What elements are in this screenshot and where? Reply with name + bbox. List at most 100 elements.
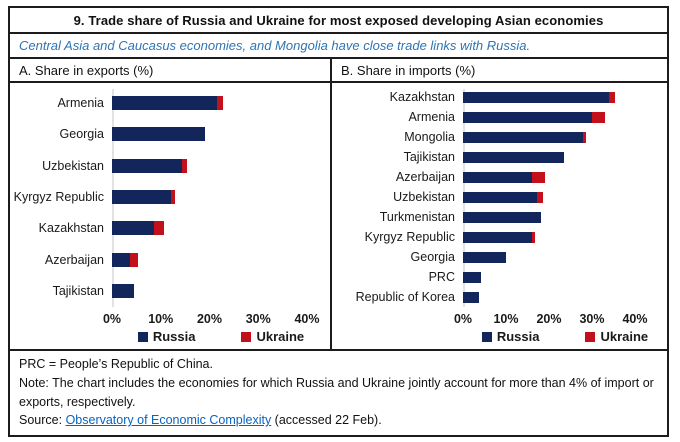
bar-segment-russia: [463, 231, 532, 243]
bar-track: [112, 252, 307, 267]
bar-segment-ukraine: [154, 221, 164, 236]
figure-subtitle: Central Asia and Caucasus economies, and…: [10, 34, 667, 59]
bar-segment-russia: [463, 111, 592, 123]
chart-row: PRC: [332, 270, 667, 284]
legend-swatch-ukraine: [241, 331, 252, 342]
axis-tick-label: 40%: [622, 312, 648, 326]
bar-segment-russia: [463, 191, 538, 203]
exports-chart-title: A. Share in exports (%): [10, 59, 330, 83]
bar-track: [463, 151, 635, 163]
imports-chart-title: B. Share in imports (%): [332, 59, 667, 83]
chart-row: Tajikistan: [332, 150, 667, 164]
exports-chart-panel: A. Share in exports (%) Armenia Georgia Uz…: [10, 59, 332, 349]
axis-tick-label: 40%: [294, 312, 320, 326]
axis-tick-label: 20%: [196, 312, 223, 326]
bar-segment-russia: [112, 252, 130, 267]
bar-segment-ukraine: [531, 171, 545, 183]
category-label: Tajikistan: [403, 150, 455, 164]
legend-item-russia: Russia: [481, 329, 539, 344]
bar-segment-russia: [112, 284, 134, 299]
bar-track: [463, 211, 635, 223]
category-label: Tajikistan: [52, 284, 104, 299]
category-label: Armenia: [408, 110, 455, 124]
exports-legend: Russia Ukraine: [112, 328, 330, 349]
legend-swatch-ukraine: [585, 331, 596, 342]
bar-segment-ukraine: [216, 95, 223, 110]
legend-item-ukraine: Ukraine: [241, 329, 304, 344]
imports-x-axis: 0% 10% 20% 30% 40%: [454, 310, 648, 328]
footer-abbreviation: PRC = People’s Republic of China.: [19, 357, 213, 371]
bar-segment-ukraine: [531, 231, 535, 243]
bar-track: [112, 158, 307, 173]
axis-tick-label: 0%: [453, 312, 473, 326]
legend-swatch-russia: [481, 331, 492, 342]
exports-chart: Armenia Georgia Uzbekistan Kyrgyz Republic K…: [10, 83, 330, 349]
chart-row: Azerbaijan: [332, 170, 667, 184]
category-label: Uzbekistan: [42, 158, 104, 173]
bar-segment-russia: [463, 271, 481, 283]
category-label: Armenia: [57, 95, 104, 110]
axis-tick-label: 0%: [102, 312, 122, 326]
axis-tick-label: 10%: [493, 312, 519, 326]
chart-row: Armenia: [332, 110, 667, 124]
imports-bar-rows: Kazakhstan Armenia Mongolia Tajikistan Azerb…: [332, 87, 667, 307]
exports-x-axis: 0% 10% 20% 30% 40%: [103, 310, 320, 328]
bar-segment-russia: [112, 127, 205, 142]
bar-segment-russia: [463, 91, 610, 103]
chart-row: Republic of Korea: [332, 290, 667, 304]
chart-row: Kyrgyz Republic: [332, 230, 667, 244]
bar-segment-ukraine: [170, 189, 175, 204]
footer-notes: PRC = People’s Republic of China. Note: …: [10, 349, 667, 435]
chart-row: Kazakhstan: [332, 90, 667, 104]
bar-segment-ukraine: [537, 191, 543, 203]
category-label: Kazakhstan: [389, 90, 455, 104]
bar-segment-ukraine: [592, 111, 605, 123]
legend-swatch-russia: [137, 331, 148, 342]
bar-track: [463, 131, 635, 143]
chart-row: Georgia: [10, 127, 330, 142]
chart-row: Kyrgyz Republic: [10, 189, 330, 204]
chart-row: Armenia: [10, 95, 330, 110]
category-label: Kyrgyz Republic: [13, 189, 104, 204]
bar-track: [463, 191, 635, 203]
bar-segment-russia: [463, 291, 480, 303]
bar-track: [112, 284, 307, 299]
axis-tick-label: 20%: [536, 312, 562, 326]
imports-legend: Russia Ukraine: [463, 328, 667, 349]
source-link[interactable]: Observatory of Economic Complexity: [65, 413, 272, 428]
bar-segment-russia: [463, 171, 532, 183]
legend-item-ukraine: Ukraine: [585, 329, 648, 344]
category-label: Republic of Korea: [355, 290, 455, 304]
imports-chart: Kazakhstan Armenia Mongolia Tajikistan Azerb…: [332, 83, 667, 349]
bar-segment-russia: [463, 211, 542, 223]
chart-row: Tajikistan: [10, 284, 330, 299]
footer-note: Note: The chart includes the economies f…: [19, 375, 654, 409]
exports-bar-rows: Armenia Georgia Uzbekistan Kyrgyz Republic K…: [10, 87, 330, 307]
legend-label: Russia: [152, 329, 196, 344]
figure-panel: 9. Trade share of Russia and Ukraine for…: [8, 6, 669, 437]
bar-track: [112, 127, 307, 142]
category-label: Kazakhstan: [38, 221, 104, 236]
bar-track: [463, 291, 635, 303]
bar-track: [463, 251, 635, 263]
figure-title: 9. Trade share of Russia and Ukraine for…: [10, 8, 667, 34]
category-label: Azerbaijan: [395, 170, 455, 184]
category-label: Georgia: [410, 250, 455, 264]
category-label: Turkmenistan: [379, 210, 455, 224]
legend-label: Ukraine: [256, 329, 305, 344]
chart-row: Turkmenistan: [332, 210, 667, 224]
bar-segment-ukraine: [583, 131, 587, 143]
chart-row: Uzbekistan: [332, 190, 667, 204]
bar-track: [112, 95, 307, 110]
bar-track: [112, 221, 307, 236]
axis-tick-label: 30%: [245, 312, 271, 326]
category-label: Mongolia: [404, 130, 455, 144]
chart-row: Kazakhstan: [10, 221, 330, 236]
imports-chart-panel: B. Share in imports (%) Kazakhstan Armeni…: [332, 59, 667, 349]
bar-segment-russia: [463, 251, 506, 263]
bar-segment-russia: [463, 151, 565, 163]
footer-source: Source: Observatory of Economic Complexi…: [19, 411, 658, 430]
chart-row: Uzbekistan: [10, 158, 330, 173]
bar-segment-russia: [112, 189, 171, 204]
bar-track: [112, 189, 307, 204]
